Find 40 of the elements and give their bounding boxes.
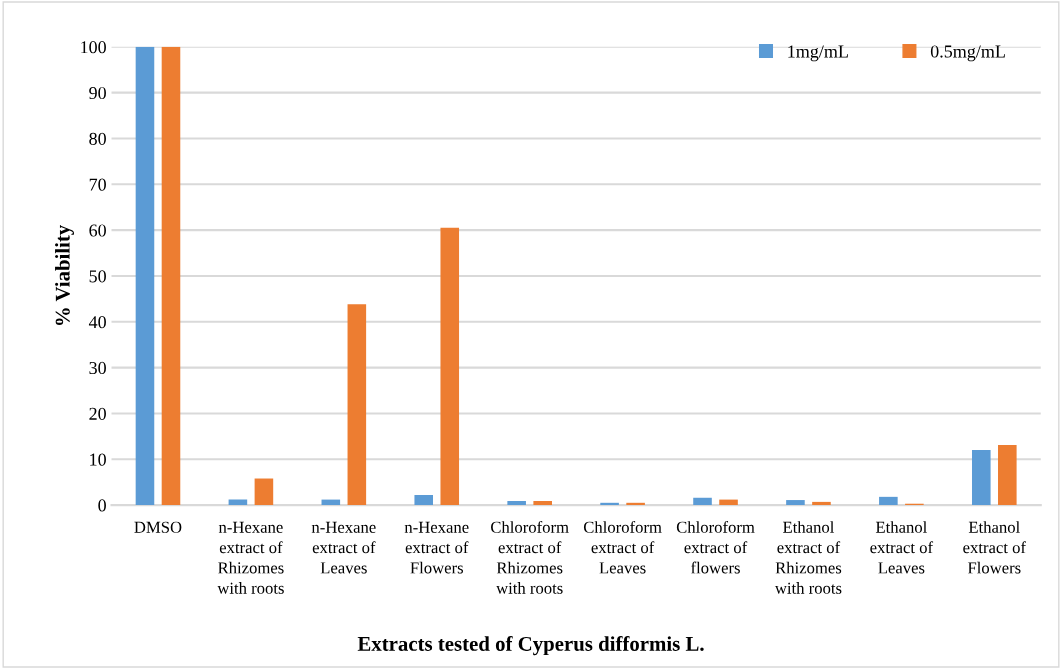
- bar: [879, 496, 898, 506]
- bar: [507, 500, 526, 506]
- bar: [972, 450, 991, 506]
- y-tick-label: 70: [89, 178, 106, 191]
- bar: [812, 501, 831, 506]
- y-tick-label: 60: [89, 224, 106, 237]
- x-tick-label: Chloroform extract of flowers: [676, 520, 755, 574]
- y-tick-label: 50: [89, 270, 106, 283]
- bar: [135, 46, 155, 506]
- bar: [414, 495, 434, 506]
- x-tick-label: n-Hexane extract of Rhizomes with roots: [217, 521, 284, 594]
- x-tick-label: n-Hexane extract of Leaves: [311, 521, 376, 574]
- y-tick-label: 20: [89, 407, 106, 420]
- bar: [347, 304, 367, 506]
- bar: [786, 500, 805, 506]
- bar: [254, 478, 274, 506]
- x-axis-title: Extracts tested of Cyperus difformis L.: [357, 636, 704, 656]
- bar: [440, 227, 460, 506]
- x-tick-label: Ethanol extract of Leaves: [870, 521, 934, 574]
- bar: [693, 497, 712, 506]
- bar: [161, 46, 181, 506]
- x-tick-label: Chloroform extract of Leaves: [583, 520, 662, 574]
- legend-label: 1mg/mL: [788, 45, 848, 62]
- x-tick-label: DMSO: [134, 521, 182, 533]
- y-tick-label: 0: [98, 499, 106, 512]
- y-tick-label: 100: [81, 41, 106, 54]
- y-tick-label: 30: [89, 361, 106, 375]
- bar: [719, 499, 738, 506]
- x-tick-label: Chloroform extract of Rhizomes with roots: [491, 520, 569, 594]
- x-tick-label: Ethanol extract of Rhizomes with roots: [774, 521, 842, 594]
- y-tick-label: 10: [90, 453, 106, 466]
- y-tick-label: 80: [89, 132, 106, 145]
- legend-label: 0.5mg/mL: [930, 45, 1005, 62]
- bar: [998, 445, 1017, 506]
- x-tick-label: n-Hexane extract of Flowers: [404, 521, 469, 574]
- bar: [533, 500, 552, 506]
- y-axis-title: % Viability: [55, 224, 75, 326]
- x-tick-label: Ethanol extract of Flowers: [963, 521, 1026, 574]
- y-tick-label: 40: [88, 316, 106, 329]
- y-tick-label: 90: [89, 86, 106, 100]
